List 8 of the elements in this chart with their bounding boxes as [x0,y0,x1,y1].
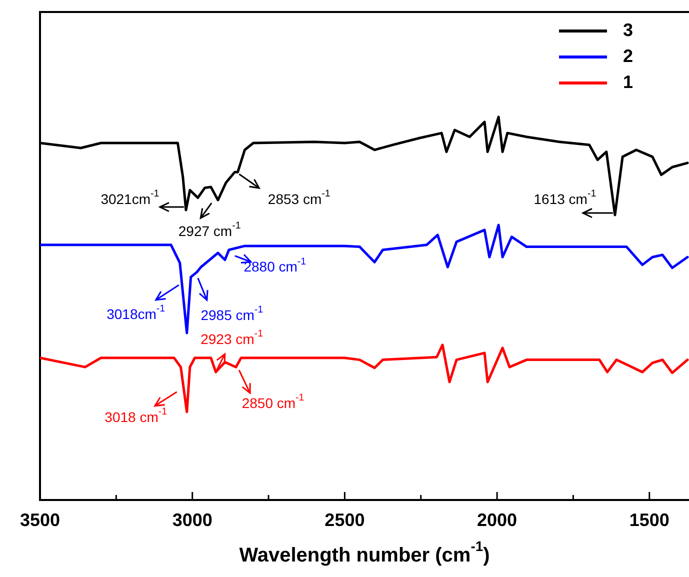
x-tick-label: 3500 [20,510,60,530]
x-tick-label: 2500 [324,510,365,530]
x-tick-label: 2000 [477,510,518,530]
x-tick-label: 1500 [629,510,670,530]
legend-label: 3 [623,20,634,40]
legend-label: 2 [623,46,634,66]
legend-label: 1 [623,72,634,92]
x-tick-label: 3000 [172,510,212,530]
